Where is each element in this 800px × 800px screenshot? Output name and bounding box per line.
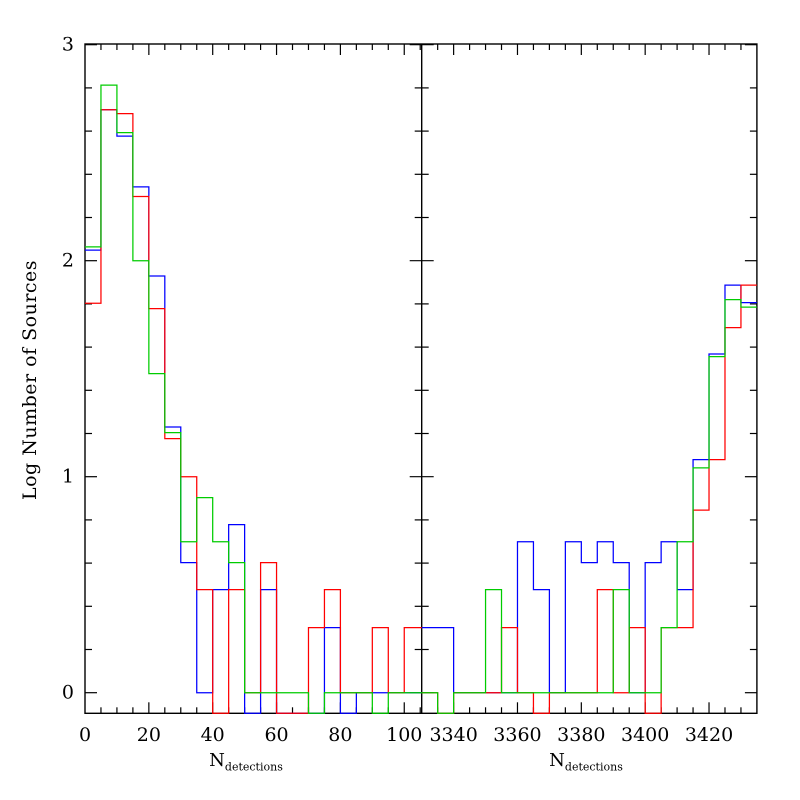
x-tick-label: 3380 — [557, 724, 605, 746]
blue-histogram-right-panel — [421, 284, 757, 694]
red-histogram-right-panel — [421, 284, 757, 714]
x-axis-title-right: Ndetections — [549, 750, 623, 774]
x-axis-title-right-subscript: detections — [564, 760, 623, 774]
x-tick-label: 40 — [201, 724, 225, 746]
x-tick-label: 20 — [137, 724, 161, 746]
y-tick-label: 0 — [62, 682, 74, 704]
x-tick-label: 0 — [79, 724, 91, 746]
x-axis-title-right-base: N — [549, 750, 565, 771]
red-histogram-left-panel — [85, 109, 422, 714]
y-tick-label: 3 — [62, 34, 74, 56]
plot-frame — [84, 43, 758, 714]
green-histogram-right-panel — [421, 298, 757, 714]
x-tick-label: 3360 — [493, 724, 541, 746]
y-axis-title: Log Number of Sources — [19, 259, 41, 501]
x-tick-label: 60 — [264, 724, 288, 746]
x-axis-title-left-base: N — [209, 750, 225, 771]
x-tick-label: 3420 — [685, 724, 733, 746]
blue-histogram-left-panel — [85, 109, 422, 714]
x-axis-title-left: Ndetections — [209, 750, 283, 774]
y-tick-label: 2 — [62, 250, 74, 272]
green-histogram-left-panel — [85, 84, 422, 714]
x-axis-title-left-subscript: detections — [224, 760, 283, 774]
x-tick-label: 100 — [386, 724, 422, 746]
x-tick-label: 80 — [328, 724, 352, 746]
y-tick-label: 1 — [62, 466, 74, 488]
x-tick-label: 3340 — [429, 724, 477, 746]
x-tick-label: 3400 — [621, 724, 669, 746]
